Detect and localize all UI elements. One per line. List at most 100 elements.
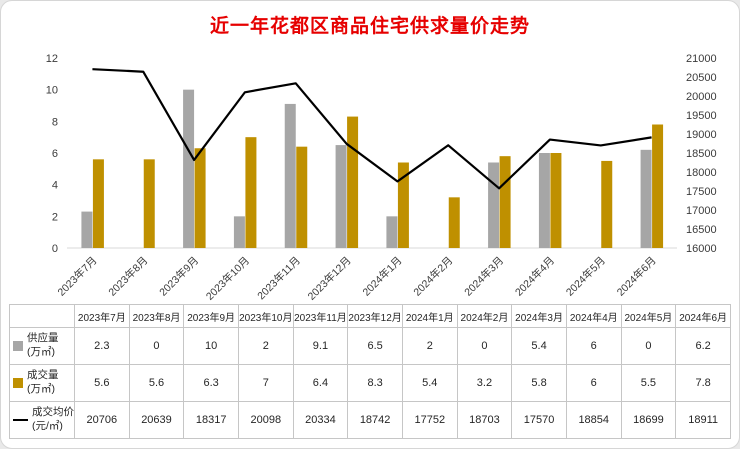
value-cell: 3.2 bbox=[456, 364, 513, 402]
value-cell: 8.3 bbox=[347, 364, 403, 402]
value-cell: 18317 bbox=[183, 401, 239, 439]
price-line bbox=[92, 68, 652, 190]
supply-bar bbox=[640, 149, 652, 248]
x-axis-label: 2024年5月 bbox=[563, 254, 608, 299]
value-cell: 5.4 bbox=[511, 327, 567, 365]
value-cell: 2 bbox=[237, 327, 294, 365]
value-cell: 18742 bbox=[347, 401, 403, 439]
value-cell: 6.5 bbox=[347, 327, 403, 365]
value-cell: 5.5 bbox=[620, 364, 677, 402]
supply-legend-swatch bbox=[13, 341, 23, 351]
value-cell: 18911 bbox=[675, 401, 731, 439]
supply-demand-price-combo-chart: 0 2 4 6 8 10 12 16000 16500 17000 17500 18000 18500 1… bbox=[46, 53, 717, 303]
deal-bar bbox=[245, 137, 257, 248]
supply-bar bbox=[233, 216, 245, 248]
value-cell: 7 bbox=[237, 364, 294, 402]
value-cell: 10 bbox=[183, 327, 239, 365]
x-axis-label: 2023年7月 bbox=[55, 254, 100, 299]
table-corner-cell bbox=[9, 304, 75, 328]
value-cell: 18703 bbox=[456, 401, 513, 439]
deal-bar bbox=[347, 116, 359, 248]
value-cell: 20098 bbox=[237, 401, 294, 439]
value-cell: 2.3 bbox=[74, 327, 130, 365]
value-cell: 17752 bbox=[401, 401, 458, 439]
x-axis-label: 2024年1月 bbox=[360, 254, 405, 299]
supply-bar bbox=[183, 89, 195, 248]
deal-bar bbox=[652, 124, 664, 248]
value-cell: 5.6 bbox=[128, 364, 185, 402]
deal-bar bbox=[448, 197, 460, 248]
value-cell: 17570 bbox=[511, 401, 567, 439]
month-header-cell: 2023年10月 bbox=[237, 304, 294, 328]
month-header-cell: 2023年12月 bbox=[347, 304, 403, 328]
value-cell: 5.4 bbox=[401, 364, 458, 402]
month-header-cell: 2024年3月 bbox=[511, 304, 567, 328]
value-cell: 0 bbox=[620, 327, 677, 365]
left-axis-tick: 12 bbox=[46, 53, 58, 65]
value-cell: 18854 bbox=[565, 401, 622, 439]
table-header-row: 2023年7月 2023年8月 2023年9月 2023年10月 2023年11月 202… bbox=[9, 304, 731, 328]
row-label-price: 成交均价 (元/㎡) bbox=[9, 401, 75, 439]
value-cell: 2 bbox=[401, 327, 458, 365]
month-header-cell: 2024年4月 bbox=[565, 304, 622, 328]
table-row: 成交均价 (元/㎡) 20706 20639 18317 20098 20334 18742 1… bbox=[9, 401, 731, 439]
month-header-cell: 2024年2月 bbox=[456, 304, 513, 328]
value-cell: 6 bbox=[565, 327, 622, 365]
supply-bar bbox=[488, 162, 500, 248]
left-axis-tick: 8 bbox=[52, 116, 58, 128]
left-axis-tick: 4 bbox=[52, 180, 58, 192]
value-cell: 5.6 bbox=[74, 364, 130, 402]
row-label-supply: 供应量 (万㎡) bbox=[9, 327, 75, 365]
left-axis-tick: 0 bbox=[52, 243, 58, 255]
right-axis-tick: 18000 bbox=[686, 167, 717, 179]
deal-bar bbox=[499, 156, 511, 248]
value-cell: 20706 bbox=[74, 401, 130, 439]
deal-bar bbox=[143, 159, 155, 248]
deal-bar bbox=[92, 159, 104, 248]
row-label-deal: 成交量 (万㎡) bbox=[9, 364, 75, 402]
month-header-cell: 2024年1月 bbox=[401, 304, 458, 328]
left-axis-tick: 10 bbox=[46, 85, 58, 97]
left-axis-tick: 6 bbox=[52, 148, 58, 160]
x-axis-label: 2023年8月 bbox=[106, 254, 151, 299]
supply-bar bbox=[81, 211, 93, 248]
value-cell: 6.4 bbox=[292, 364, 349, 402]
supply-bar bbox=[538, 153, 550, 248]
supply-bar bbox=[335, 145, 347, 248]
deal-bar bbox=[550, 153, 562, 248]
right-axis-tick: 18500 bbox=[686, 148, 717, 160]
x-axis-label: 2024年3月 bbox=[462, 254, 507, 299]
chart-title: 近一年花都区商品住宅供求量价走势 bbox=[209, 16, 530, 37]
table-row: 成交量 (万㎡) 5.6 5.6 6.3 7 6.4 8.3 5.4 3.2 5.8 6 5.5 7.8 bbox=[9, 364, 731, 402]
month-header-cell: 2024年5月 bbox=[620, 304, 677, 328]
right-axis-tick: 21000 bbox=[686, 53, 717, 65]
right-axis-tick: 16500 bbox=[686, 224, 717, 236]
value-cell: 20334 bbox=[292, 401, 349, 439]
x-axis-label: 2024年4月 bbox=[512, 254, 557, 299]
x-axis-label: 2023年11月 bbox=[255, 254, 303, 302]
right-axis-tick: 17000 bbox=[686, 205, 717, 217]
right-axis-tick: 16000 bbox=[686, 243, 717, 255]
value-cell: 9.1 bbox=[292, 327, 349, 365]
right-axis-tick: 20500 bbox=[686, 72, 717, 84]
x-axis-label: 2024年2月 bbox=[411, 254, 456, 299]
value-cell: 6 bbox=[565, 364, 622, 402]
right-axis-tick: 19500 bbox=[686, 110, 717, 122]
value-cell: 5.8 bbox=[511, 364, 567, 402]
x-axis-label: 2023年9月 bbox=[157, 254, 202, 299]
right-axis-tick: 17500 bbox=[686, 186, 717, 198]
supply-bar bbox=[284, 103, 296, 248]
deal-bar bbox=[601, 160, 613, 248]
month-header-cell: 2023年8月 bbox=[128, 304, 185, 328]
x-axis-label: 2024年6月 bbox=[614, 254, 659, 299]
month-header-cell: 2023年7月 bbox=[74, 304, 130, 328]
right-axis-tick: 19000 bbox=[686, 129, 717, 141]
table-row: 供应量 (万㎡) 2.3 0 10 2 9.1 6.5 2 0 5.4 6 0 6.2 bbox=[9, 327, 731, 365]
value-cell: 7.8 bbox=[675, 364, 731, 402]
right-axis-tick: 20000 bbox=[686, 91, 717, 103]
value-cell: 6.2 bbox=[675, 327, 731, 365]
month-header-cell: 2024年6月 bbox=[675, 304, 731, 328]
value-cell: 0 bbox=[456, 327, 513, 365]
data-table: 2023年7月 2023年8月 2023年9月 2023年10月 2023年11月 202… bbox=[9, 304, 731, 439]
